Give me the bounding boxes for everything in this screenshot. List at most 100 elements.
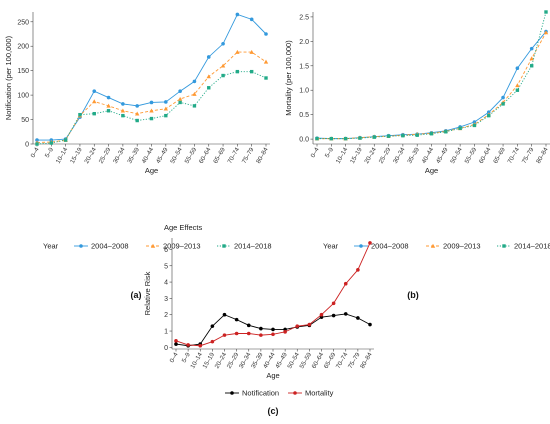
legend-marker — [222, 244, 226, 248]
data-point — [529, 64, 534, 68]
legend-label: 2014–2018 — [234, 242, 272, 251]
data-point — [515, 88, 520, 92]
data-point — [35, 138, 39, 142]
x-tick-label: 5–9 — [181, 351, 193, 364]
data-point — [543, 30, 549, 35]
data-point — [174, 339, 178, 343]
data-point — [444, 130, 448, 134]
series-3 — [35, 69, 268, 146]
series-line — [317, 32, 547, 140]
series-3 — [315, 10, 548, 141]
data-point — [529, 56, 534, 61]
x-tick-label: 25–29 — [98, 146, 113, 165]
series-line — [36, 71, 267, 145]
y-axis-title: Relative Risk — [143, 271, 152, 315]
x-tick-label: 50–54 — [169, 146, 184, 165]
x-tick-label: 70–74 — [226, 146, 241, 165]
data-point — [92, 89, 97, 93]
data-point — [49, 141, 54, 145]
data-point — [206, 74, 211, 79]
x-tick-label: 25–29 — [378, 146, 393, 165]
x-tick-label: 65–69 — [492, 146, 507, 165]
data-point — [177, 96, 183, 101]
legend: Year 2004–2008 2009–2013 2014–2018 — [323, 242, 550, 251]
y-tick-label: 6 — [164, 247, 168, 254]
data-point — [368, 322, 372, 327]
x-tick-label: 75–79 — [241, 146, 256, 165]
data-point — [220, 63, 226, 68]
data-point — [264, 76, 268, 80]
legend-label: 2004–2008 — [91, 242, 129, 251]
x-tick-label: 55–59 — [463, 146, 478, 165]
data-point — [210, 339, 215, 344]
series-1 — [174, 312, 372, 348]
x-tick-label: 55–59 — [183, 146, 198, 165]
legend: Year 2004–2008 2009–2013 2014–2018 — [43, 242, 272, 251]
x-tick-label: 45–49 — [435, 146, 450, 165]
data-point — [259, 333, 263, 337]
legend-marker — [293, 391, 297, 395]
x-tick-label: 35–39 — [406, 146, 421, 165]
y-tick-label: 1.5 — [299, 63, 309, 70]
legend-marker — [79, 244, 83, 248]
y-tick-label: 5 — [164, 263, 168, 270]
chart-panel-2: 0.00.51.01.52.02.50–4 5–9 10–14 15–19 20–24 2… — [284, 10, 550, 300]
data-point — [192, 79, 197, 84]
data-point — [319, 312, 324, 317]
legend-marker — [430, 243, 436, 248]
data-point — [486, 110, 491, 115]
data-point — [198, 343, 203, 348]
data-point — [249, 49, 254, 54]
data-point — [401, 133, 405, 138]
y-tick-label: 4 — [164, 280, 168, 287]
data-point — [283, 330, 287, 334]
y-tick-label: 150 — [17, 68, 29, 75]
y-axis-title: Mortality (per 100,000) — [284, 40, 293, 116]
legend-label: 2014–2018 — [514, 242, 550, 251]
data-point — [271, 327, 275, 332]
data-point — [343, 312, 348, 316]
x-tick-label: 80–84 — [535, 146, 550, 165]
x-tick-label: 5–9 — [324, 146, 336, 159]
chart-panel-1: 0 50 100 150 200 250 0–4 5–9 10–14 15–19 20–24 25–2… — [4, 12, 272, 300]
series-line — [37, 13, 267, 141]
x-tick-label: 15–19 — [69, 146, 84, 165]
data-point — [121, 102, 125, 106]
series-line — [316, 31, 547, 140]
legend-marker — [150, 243, 156, 248]
x-tick-label: 40–44 — [141, 146, 156, 165]
y-tick-label: 0 — [25, 142, 29, 149]
data-point — [315, 136, 319, 141]
data-point — [106, 103, 111, 108]
y-tick-label: 0.5 — [299, 112, 309, 119]
legend-label: 2004–2008 — [371, 242, 409, 251]
data-point — [246, 331, 251, 336]
legend-label: 2009–2013 — [443, 242, 481, 251]
x-tick-label: 20–24 — [363, 146, 378, 165]
x-axis-title: Age — [145, 166, 158, 175]
series-2 — [174, 241, 372, 348]
series-2 — [314, 30, 549, 141]
x-tick-label: 0–4 — [30, 146, 42, 159]
legend-label: Notification — [242, 389, 279, 398]
y-tick-label: 250 — [17, 19, 29, 26]
x-axis-title: Age — [266, 371, 279, 380]
data-point — [372, 135, 376, 139]
x-tick-label: 60–64 — [198, 146, 213, 165]
data-point — [271, 332, 275, 337]
data-point — [120, 108, 126, 113]
y-tick-label: 2.5 — [299, 14, 309, 21]
x-tick-label: 35–39 — [126, 146, 141, 165]
data-point — [487, 113, 491, 118]
data-point — [295, 324, 300, 328]
x-tick-label: 80–84 — [359, 351, 374, 370]
data-point — [207, 86, 211, 90]
data-point — [329, 136, 334, 141]
data-point — [249, 69, 254, 74]
data-point — [263, 59, 269, 64]
data-point — [192, 104, 197, 108]
data-point — [210, 324, 215, 328]
data-point — [259, 326, 263, 331]
